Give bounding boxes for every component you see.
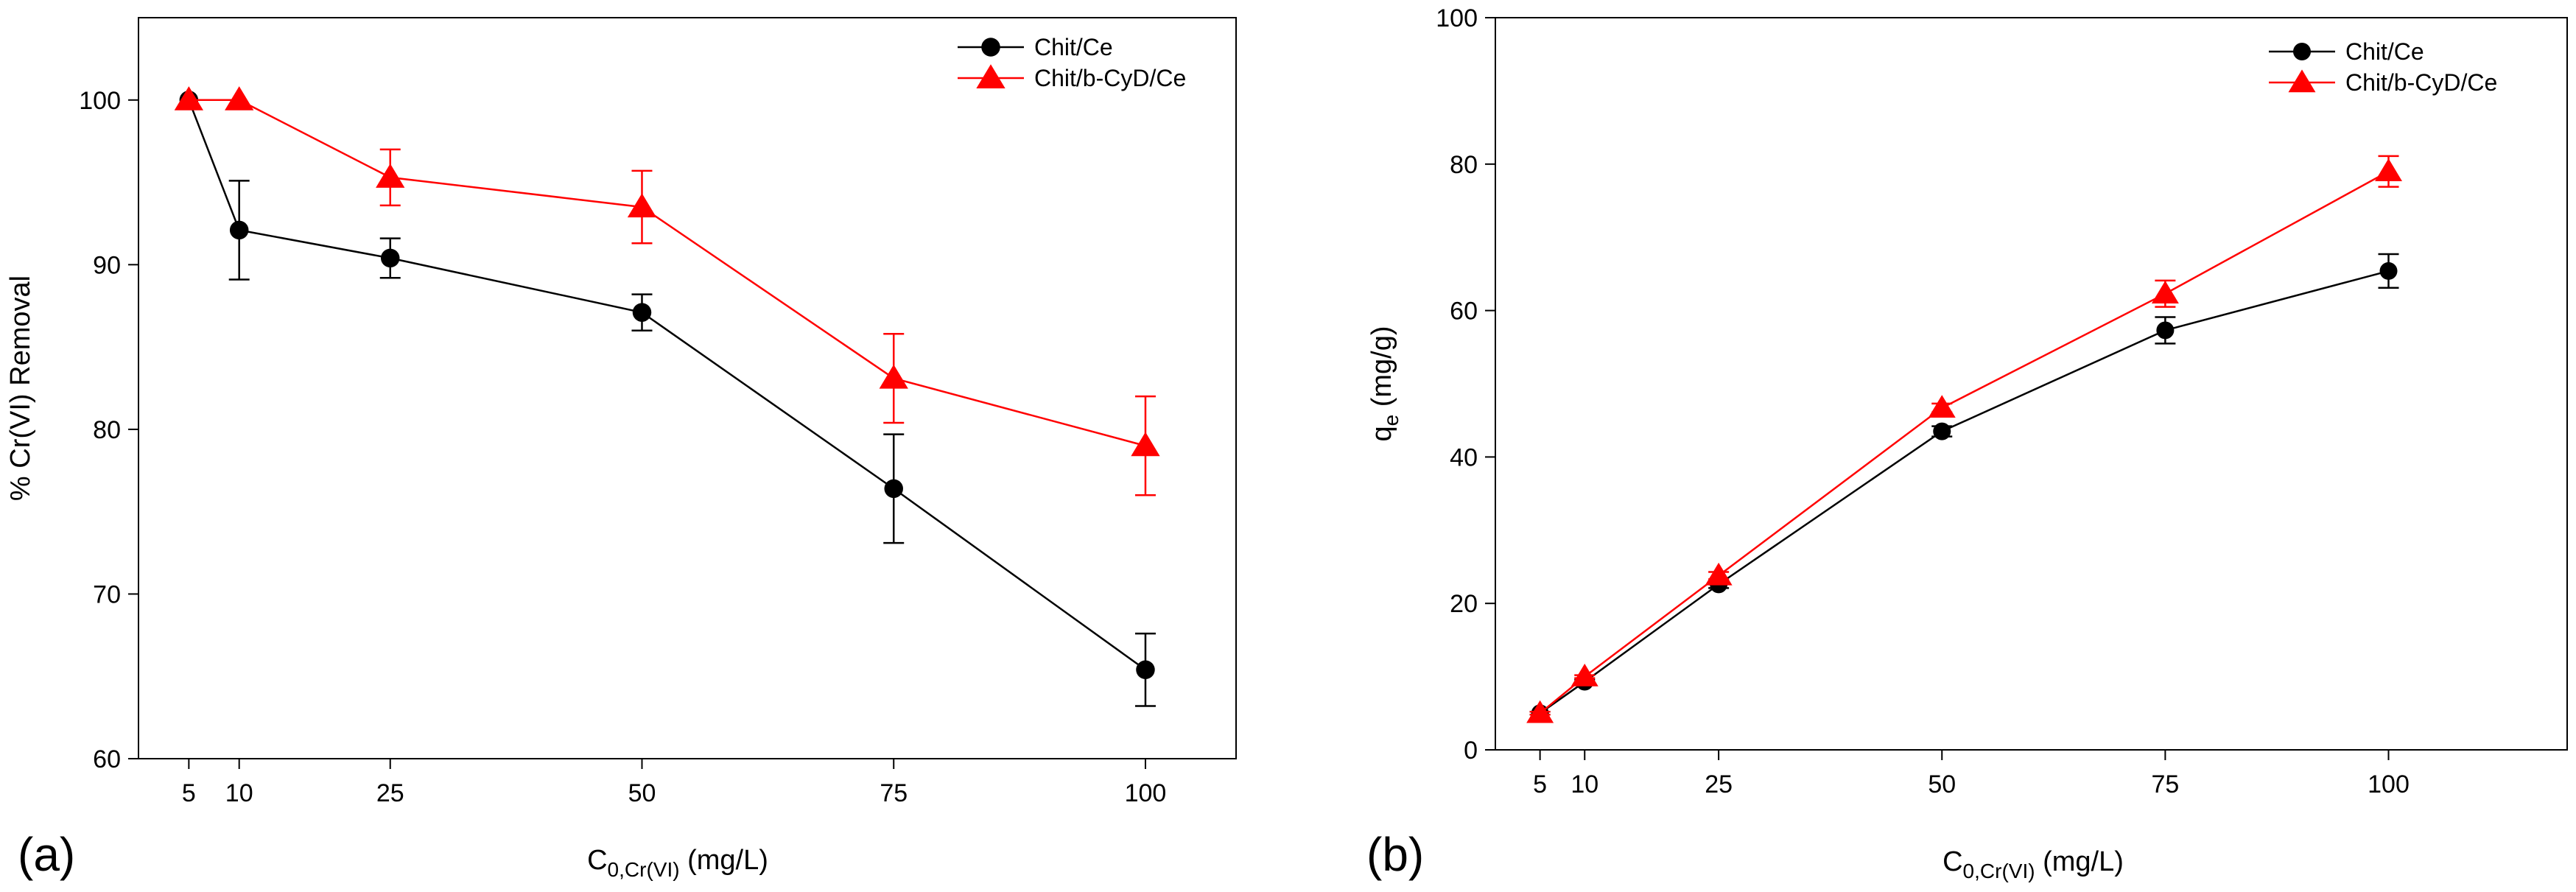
data-point [1570,664,1598,686]
legend-marker [2293,43,2311,60]
x-tick-label: 100 [2368,770,2410,798]
data-point [2379,261,2398,280]
panel-label: (a) [18,828,75,881]
series-line [1539,170,2390,714]
y-axis-label: qe (mg/g) [1366,326,1403,441]
series-line [188,99,1146,671]
y-tick-label: 80 [1450,151,1478,179]
y-tick-label: 100 [1436,4,1478,32]
y-tick-label: 100 [79,87,121,115]
data-point [1131,432,1160,457]
x-axis-label-unit: (mg/L) [2035,846,2124,877]
chart-panel-a: 5 10 25 50 75 100 60 70 80 90 100 Chit/Ce Chit/b-CyD… [5,17,1237,881]
y-tick-label: 70 [93,580,121,608]
data-point [2375,158,2402,181]
plot-frame [1495,17,2568,751]
y-axis-label-main: q [1366,426,1397,441]
x-tick-label: 75 [2151,770,2179,798]
data-point [1933,422,1951,440]
data-point [884,479,903,499]
series-chit-ce [179,91,1156,707]
data-point [2151,281,2179,303]
series-chit-bcyd-ce [1526,155,2402,723]
data-point [1526,700,1554,723]
x-axis-label-sub: 0,Cr(VI) [608,858,680,881]
y-tick-label: 0 [1464,737,1478,765]
legend-label: Chit/Ce [2345,38,2424,65]
legend-marker [2288,69,2316,93]
series-line [1539,270,2389,714]
data-point [632,303,652,322]
legend-label: Chit/Ce [1034,34,1113,60]
x-tick-label: 100 [1125,779,1167,807]
y-axis-label-unit: (mg/g) [1366,326,1397,414]
data-point [2156,321,2175,340]
y-tick-label: 60 [93,745,121,773]
data-point [1705,562,1733,586]
x-tick-label: 50 [628,779,656,807]
y-tick-label: 60 [1450,298,1478,326]
y-tick-label: 90 [93,251,121,279]
x-axis-label-main: C [1942,846,1962,877]
data-point [229,220,249,240]
x-tick-label: 5 [182,779,196,807]
y-tick-label: 20 [1450,590,1478,618]
x-tick-label: 25 [1705,770,1733,798]
x-tick-label: 75 [880,779,908,807]
data-point [879,364,908,389]
legend: Chit/Ce Chit/b-CyD/Ce [2269,38,2497,96]
data-point [380,248,400,268]
x-tick-label: 10 [1570,770,1598,798]
x-tick-label: 50 [1928,770,1956,798]
y-tick-label: 80 [93,416,121,444]
x-tick-label: 10 [225,779,253,807]
chart-panel-b: 5 10 25 50 75 100 0 20 40 60 80 100 Chit/Ce Chit/b-Cy… [1366,4,2568,882]
x-tick-label: 25 [376,779,404,807]
x-axis-label-sub: 0,Cr(VI) [1963,860,2035,882]
data-point [1928,395,1956,418]
y-axis-label-sub: e [1380,415,1403,426]
legend-marker [976,64,1006,89]
x-axis-label: C0,Cr(VI) (mg/L) [1942,846,2124,882]
y-axis-label: % Cr(VI) Removal [5,275,36,501]
x-axis-label: C0,Cr(VI) (mg/L) [587,845,768,881]
panel-label: (b) [1366,828,1424,881]
x-axis-label-unit: (mg/L) [680,845,768,876]
series-chit-ce [1529,253,2399,723]
y-tick-label: 40 [1450,443,1478,471]
legend-label: Chit/b-CyD/Ce [1034,65,1186,91]
data-point [1136,660,1155,680]
data-point [627,193,657,218]
data-point [174,86,203,110]
legend: Chit/Ce Chit/b-CyD/Ce [958,34,1186,91]
data-point [376,164,405,188]
series-line [189,99,1146,447]
legend-label: Chit/b-CyD/Ce [2345,69,2497,96]
data-point [225,86,254,110]
legend-marker [981,38,1000,57]
series-chit-bcyd-ce [174,86,1160,496]
x-axis-label-main: C [587,845,607,876]
plot-frame [138,17,1237,759]
x-tick-label: 5 [1533,770,1547,798]
